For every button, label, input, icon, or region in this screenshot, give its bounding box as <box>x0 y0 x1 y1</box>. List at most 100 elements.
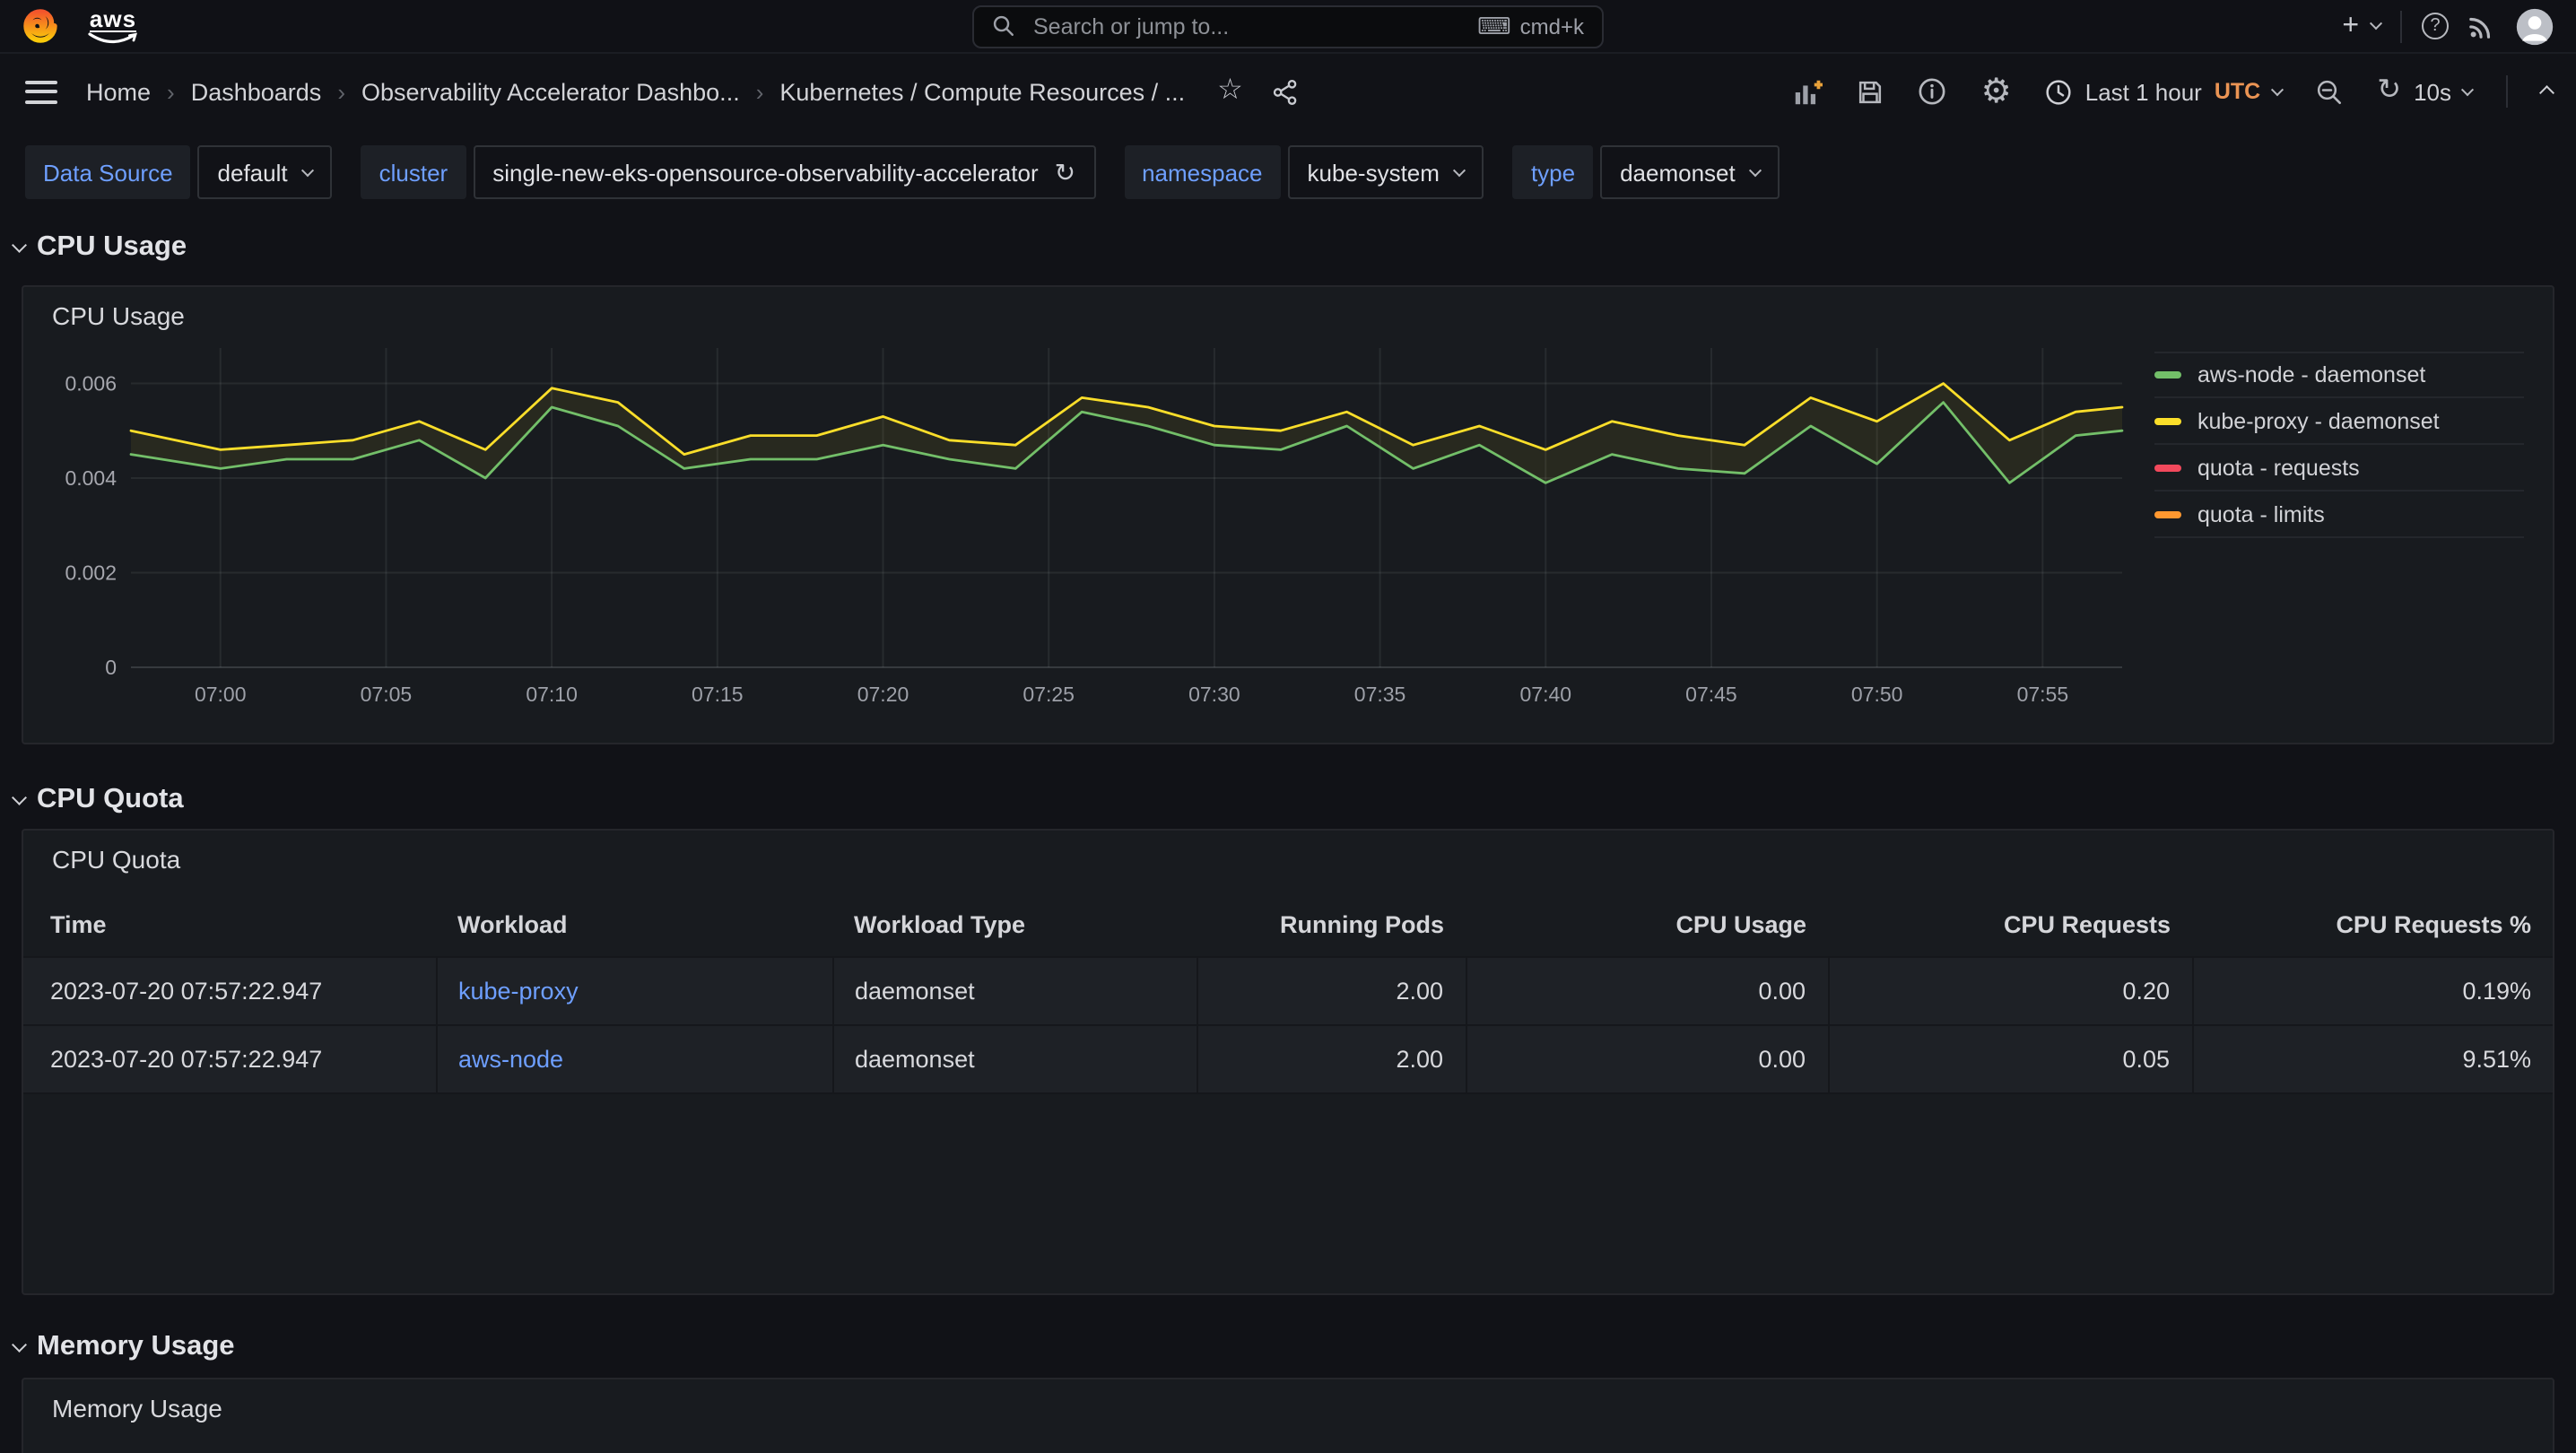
legend-swatch-icon <box>2154 464 2181 471</box>
svg-text:07:05: 07:05 <box>361 683 413 706</box>
variable-cluster: cluster single-new-eks-opensource-observ… <box>361 145 1096 199</box>
column-header-workload[interactable]: Workload <box>457 910 568 938</box>
svg-text:07:30: 07:30 <box>1188 683 1240 706</box>
search-input[interactable] <box>1030 12 1464 40</box>
section-row-memory-usage[interactable]: Memory Usage <box>12 1326 2576 1369</box>
variable-value-type[interactable]: daemonset <box>1600 145 1780 199</box>
global-search[interactable]: ⌨ cmd+k <box>972 4 1604 48</box>
svg-text:07:45: 07:45 <box>1685 683 1737 706</box>
svg-text:07:25: 07:25 <box>1023 683 1075 706</box>
legend-item-quota-limits[interactable]: quota - limits <box>2154 492 2524 538</box>
panel-title-cpu-usage[interactable]: CPU Usage <box>52 301 185 330</box>
panel-title-memory-usage[interactable]: Memory Usage <box>52 1394 222 1423</box>
workload-link[interactable]: aws-node <box>458 1045 564 1072</box>
legend-item-quota-requests[interactable]: quota - requests <box>2154 445 2524 492</box>
search-icon <box>992 14 1015 38</box>
breadcrumb-item-dashboards[interactable]: Dashboards <box>190 78 322 105</box>
menu-toggle-button[interactable] <box>25 80 57 103</box>
variable-label-datasource[interactable]: Data Source <box>25 145 191 199</box>
column-header-cpu-usage[interactable]: CPU Usage <box>1675 910 1806 938</box>
aws-smile <box>88 31 138 43</box>
refresh-interval-select[interactable]: 10s <box>2414 78 2474 105</box>
breadcrumb-item-folder[interactable]: Observability Accelerator Dashbo... <box>361 78 740 105</box>
column-header-time[interactable]: Time <box>50 910 107 938</box>
favorite-star-button[interactable]: ☆ <box>1217 75 1243 106</box>
cell-cpu-requests-pct: 9.51% <box>2192 1023 2553 1093</box>
chevron-down-icon <box>2459 83 2474 96</box>
refresh-icon: ↻ <box>1054 157 1076 186</box>
table-row: 2023-07-20 07:57:22.947 aws-node daemons… <box>23 1023 2553 1093</box>
variable-label-namespace[interactable]: namespace <box>1124 145 1281 199</box>
time-range-picker[interactable]: Last 1 hour UTC <box>2046 78 2284 105</box>
svg-text:07:20: 07:20 <box>857 683 909 706</box>
column-header-running-pods[interactable]: Running Pods <box>1280 910 1444 938</box>
time-range-label: Last 1 hour <box>2084 78 2202 105</box>
share-button[interactable] <box>1272 78 1299 105</box>
dashboard-insights-button[interactable] <box>1919 77 1947 106</box>
cell-cpu-usage: 0.00 <box>1466 955 1829 1024</box>
variable-value-datasource[interactable]: default <box>197 145 333 199</box>
chart-legend: aws-node - daemonset kube-proxy - daemon… <box>2154 352 2524 718</box>
column-header-workload-type[interactable]: Workload Type <box>854 910 1026 938</box>
column-header-cpu-requests-pct[interactable]: CPU Requests % <box>2336 910 2531 938</box>
variable-type: type daemonset <box>1512 145 1780 199</box>
variable-value-cluster[interactable]: single-new-eks-opensource-observability-… <box>473 145 1096 199</box>
avatar[interactable] <box>2515 6 2554 46</box>
divider <box>2505 75 2507 108</box>
help-button[interactable]: ? <box>2422 13 2449 39</box>
section-row-cpu-quota[interactable]: CPU Quota <box>12 779 2576 822</box>
add-panel-button[interactable] <box>1793 76 1823 107</box>
svg-text:0.002: 0.002 <box>65 561 117 585</box>
plus-icon: + <box>2342 10 2359 40</box>
cell-time: 2023-07-20 07:57:22.947 <box>23 955 437 1024</box>
cpu-usage-chart[interactable]: 07:00 07:05 07:10 07:15 07:20 07:25 07:30 07:35… <box>48 334 2129 718</box>
cell-workload-type: daemonset <box>832 955 1197 1024</box>
news-button[interactable] <box>2468 13 2495 39</box>
breadcrumb-item-current[interactable]: Kubernetes / Compute Resources / ... <box>779 78 1186 105</box>
panel-title-cpu-quota[interactable]: CPU Quota <box>52 845 181 874</box>
cell-running-pods: 2.00 <box>1197 1023 1466 1093</box>
refresh-controls: ↻ 10s <box>2377 75 2474 106</box>
legend-label: aws-node - daemonset <box>2197 362 2426 387</box>
workload-link[interactable]: kube-proxy <box>458 977 579 1004</box>
svg-text:07:00: 07:00 <box>195 683 247 706</box>
table-row: 2023-07-20 07:57:22.947 kube-proxy daemo… <box>23 955 2553 1024</box>
svg-text:07:50: 07:50 <box>1851 683 1903 706</box>
legend-label: kube-proxy - daemonset <box>2197 408 2440 433</box>
table-header-row: Time Workload Workload Type Running Pods… <box>23 893 2553 956</box>
zoom-out-button[interactable] <box>2316 78 2343 105</box>
variable-value-namespace[interactable]: kube-system <box>1287 145 1484 199</box>
cell-time: 2023-07-20 07:57:22.947 <box>23 1023 437 1093</box>
breadcrumb-separator: › <box>337 78 345 105</box>
panel-cpu-quota: CPU Quota Time Workload Workload Type Ru… <box>22 829 2554 1295</box>
refresh-interval-label: 10s <box>2414 78 2451 105</box>
svg-text:0.004: 0.004 <box>65 466 117 490</box>
section-row-cpu-usage[interactable]: CPU Usage <box>12 226 2576 269</box>
settings-gear-button[interactable]: ⚙ <box>1980 73 2012 110</box>
chevron-down-icon <box>2369 17 2383 30</box>
refresh-button[interactable]: ↻ <box>2377 75 2402 106</box>
cell-cpu-requests-pct: 0.19% <box>2192 955 2553 1024</box>
cell-cpu-requests: 0.20 <box>1828 955 2193 1024</box>
chevron-down-icon <box>12 790 27 805</box>
save-button[interactable] <box>1858 78 1884 105</box>
aws-logo: aws <box>88 6 138 46</box>
collapse-toolbar-button[interactable] <box>2538 87 2554 101</box>
variable-label-cluster[interactable]: cluster <box>361 145 466 199</box>
legend-item-kube-proxy[interactable]: kube-proxy - daemonset <box>2154 398 2524 445</box>
legend-item-aws-node[interactable]: aws-node - daemonset <box>2154 352 2524 398</box>
chevron-down-icon <box>12 1337 27 1352</box>
new-button[interactable]: + <box>2342 10 2383 42</box>
variable-label-type[interactable]: type <box>1512 145 1594 199</box>
section-title: CPU Usage <box>37 231 187 262</box>
column-header-cpu-requests[interactable]: CPU Requests <box>2003 910 2171 938</box>
cpu-quota-table: Time Workload Workload Type Running Pods… <box>23 893 2553 1093</box>
keyboard-icon: ⌨ <box>1477 12 1511 39</box>
variables-row: Data Source default cluster single-new-e… <box>25 145 2551 199</box>
clock-icon <box>2047 79 2072 104</box>
legend-label: quota - limits <box>2197 501 2325 526</box>
breadcrumb-item-home[interactable]: Home <box>86 78 152 105</box>
breadcrumb-separator: › <box>167 78 175 105</box>
grafana-logo-icon[interactable] <box>22 7 59 45</box>
